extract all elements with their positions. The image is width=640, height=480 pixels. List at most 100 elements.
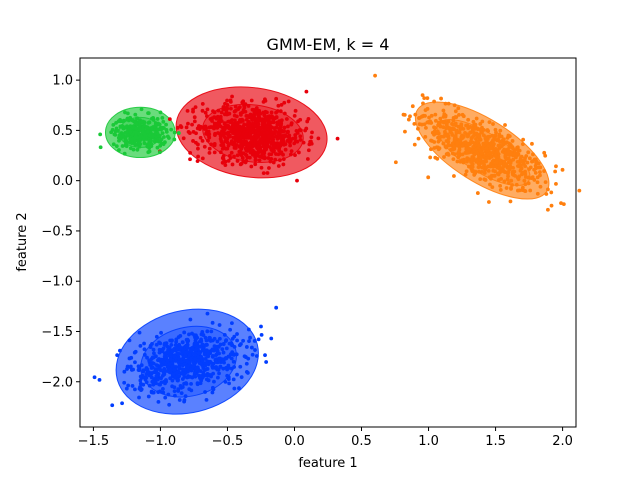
scatter-point (243, 146, 248, 151)
y-tick-label: −1.0 (41, 275, 73, 290)
scatter-point (309, 135, 314, 140)
scatter-point (222, 360, 226, 365)
scatter-point (125, 367, 129, 371)
scatter-point (221, 105, 226, 109)
scatter-point (204, 343, 208, 347)
scatter-point (229, 356, 234, 361)
scatter-point (309, 139, 313, 144)
scatter-point (221, 350, 226, 355)
scatter-point (202, 144, 207, 149)
scatter-point (203, 110, 208, 115)
scatter-point (239, 161, 244, 166)
scatter-point (210, 347, 215, 352)
y-tick-label: 0.0 (52, 174, 73, 189)
y-tick-label: 0.5 (52, 124, 73, 139)
scatter-point (178, 383, 183, 388)
scatter-point (408, 114, 412, 119)
scatter-point (226, 375, 231, 379)
scatter-point (144, 367, 148, 372)
scatter-point (146, 394, 151, 399)
scatter-point (168, 376, 173, 381)
scatter-point (491, 122, 495, 126)
scatter-point (459, 125, 464, 130)
scatter-point (246, 327, 251, 332)
scatter-point (156, 390, 161, 395)
scatter-point (200, 102, 205, 106)
scatter-point (304, 126, 309, 131)
scatter-point (237, 343, 242, 348)
scatter-point (310, 130, 314, 135)
scatter-point (484, 165, 489, 170)
scatter-point (544, 192, 549, 196)
scatter-point (444, 152, 449, 157)
scatter-point (269, 157, 274, 161)
scatter-point (115, 353, 120, 358)
scatter-point (195, 126, 200, 131)
scatter-point (196, 154, 200, 159)
scatter-point (271, 160, 276, 165)
scatter-point (283, 147, 288, 152)
scatter-point (274, 115, 279, 120)
scatter-point (226, 158, 231, 163)
scatter-point (289, 149, 294, 154)
scatter-point (198, 339, 203, 344)
scatter-point (235, 338, 239, 343)
scatter-point (416, 136, 421, 141)
scatter-point (236, 107, 241, 112)
scatter-point (530, 141, 534, 146)
scatter-point (443, 129, 447, 134)
scatter-point (228, 327, 233, 332)
scatter-point (480, 169, 484, 174)
scatter-point (508, 199, 513, 204)
scatter-point (125, 116, 130, 121)
scatter-point (517, 188, 522, 193)
scatter-point (292, 141, 297, 146)
scatter-point (270, 136, 275, 140)
scatter-point (522, 178, 527, 183)
scatter-point (282, 125, 287, 130)
scatter-point (275, 109, 280, 113)
scatter-point (232, 154, 236, 159)
x-tick-label: −1.5 (78, 434, 110, 449)
x-tick-label: 1.0 (418, 434, 439, 449)
scatter-point (213, 360, 218, 364)
scatter-point (231, 359, 236, 364)
scatter-point (215, 339, 220, 344)
scatter-point (437, 120, 441, 125)
scatter-point (296, 150, 301, 155)
scatter-point (187, 353, 192, 357)
scatter-point (528, 165, 533, 170)
scatter-point (121, 118, 126, 123)
scatter-point (444, 121, 449, 125)
scatter-point (249, 137, 254, 141)
scatter-point (198, 344, 203, 349)
scatter-point (535, 180, 540, 185)
scatter-point (532, 167, 537, 172)
scatter-point (417, 122, 422, 127)
scatter-point (460, 152, 465, 157)
scatter-point (157, 357, 161, 361)
scatter-point (149, 371, 154, 375)
scatter-point (274, 305, 279, 310)
scatter-point (220, 347, 225, 352)
scatter-point (196, 146, 200, 151)
scatter-point (167, 117, 172, 122)
scatter-point (98, 132, 103, 137)
scatter-point (128, 130, 133, 134)
scatter-point (442, 155, 446, 159)
scatter-point (253, 162, 258, 167)
scatter-point (187, 387, 192, 392)
scatter-point (226, 123, 231, 128)
scatter-point (412, 142, 417, 147)
scatter-point (536, 165, 541, 170)
scatter-point (289, 121, 294, 125)
scatter-point (139, 363, 144, 368)
scatter-point (416, 126, 420, 131)
scatter-point (207, 146, 212, 151)
scatter-point (214, 357, 219, 362)
scatter-point (117, 148, 121, 152)
scatter-point (210, 116, 215, 121)
scatter-point (138, 374, 143, 379)
scatter-point (306, 148, 311, 153)
scatter-point (151, 365, 155, 370)
